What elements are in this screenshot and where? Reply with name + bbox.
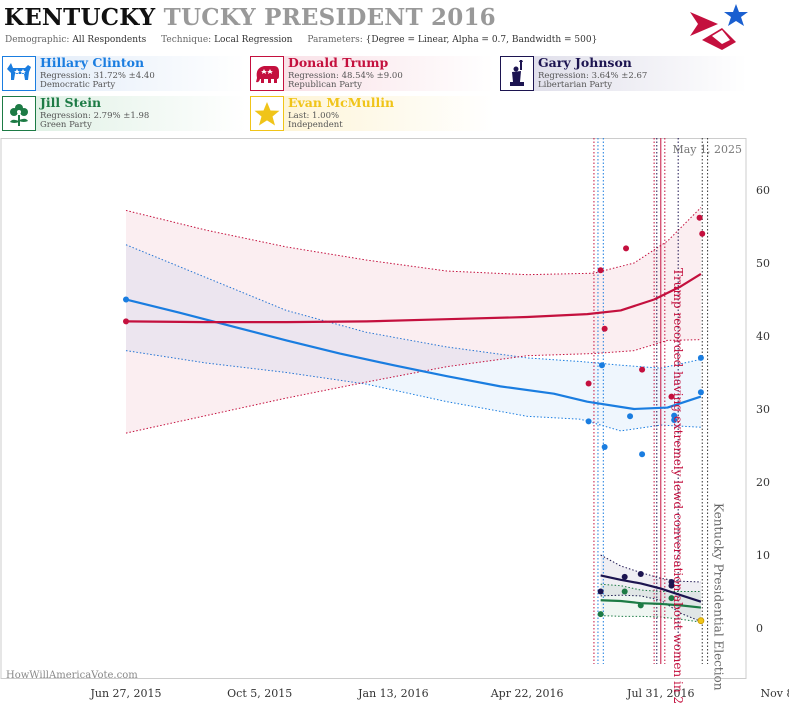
event-annotation: Trump recorded having extremely lewd con… [671,268,685,704]
confidence-upper-line [125,244,702,369]
candidate-name: Evan McMullin [288,95,395,110]
confidence-lower-line [600,594,702,622]
trend-line [600,599,702,609]
poll-point [621,573,628,580]
poll-point [585,380,592,387]
poll-point [598,362,605,369]
demographic-value: All Respondents [72,35,147,45]
site-logo-icon [690,4,748,50]
poll-point [668,393,675,400]
x-tick-label: Jun 27, 2015 [89,687,161,700]
date-note: May 1, 2025 [672,143,742,156]
poll-point [597,611,604,618]
confidence-upper-line [600,583,701,592]
x-tick-label: Jul 31, 2016 [626,687,695,700]
confidence-upper-line [600,554,701,583]
statue-of-liberty-icon [500,56,534,91]
poll-point [671,416,678,423]
candidate-name: Hillary Clinton [40,55,145,70]
poll-point [601,443,608,450]
poll-point [639,451,646,458]
poll-point [597,267,604,274]
trend-line [125,298,702,411]
poll-point [699,230,706,237]
candidate-party: Green Party [40,120,92,130]
poll-point [623,245,630,252]
poll-point [697,389,704,396]
demographic-label: Demographic: [5,35,70,45]
candidate-card-johnson: Gary Johnson Regression: 3.64% ±2.67 Lib… [500,56,747,91]
poll-point [621,588,628,595]
title-rest: TUCKY PRESIDENT 2016 [163,4,496,31]
election-annotation: Kentucky Presidential Election [711,503,725,691]
candidate-party: Republican Party [288,80,362,90]
parameters-label: Parameters: [307,35,363,45]
y-tick-label: 30 [756,403,770,416]
plot-area [0,138,747,679]
poll-point [123,318,129,325]
candidate-card-mcmullin: Evan McMullin Last: 1.00% Independent [250,96,494,131]
candidate-party: Independent [288,120,343,130]
x-tick-label: Oct 5, 2015 [227,687,292,700]
trend-line [600,574,702,603]
candidate-card-clinton: Hillary Clinton Regression: 31.72% ±4.40… [2,56,246,91]
y-tick-label: 10 [756,549,770,562]
poll-point [627,413,634,420]
candidate-card-trump: Donald Trump Regression: 48.54% ±9.00 Re… [250,56,494,91]
star-icon [250,96,284,131]
candidate-party: Libertarian Party [538,80,613,90]
candidate-name: Gary Johnson [538,55,632,70]
technique-label: Technique: [161,35,212,45]
confidence-upper-line [125,207,702,276]
x-tick-label: Nov 8, 2016 [761,687,789,700]
watermark: HowWillAmericaVote.com [6,670,138,681]
poll-point [597,588,604,595]
parameters-bar: Demographic: All Respondents Technique: … [5,35,597,45]
poll-point [639,366,646,373]
poll-point [668,595,675,602]
poll-point [671,412,678,419]
poll-point [696,214,703,221]
confidence-lower-line [125,350,701,432]
confidence-lower-line [600,615,701,623]
poll-point [697,617,705,625]
title-state: KENTUCKY [4,4,156,31]
candidate-regression: Regression: 2.79% ±1.98 [40,110,150,121]
candidate-name: Jill Stein [40,95,102,110]
trend-line [125,273,702,324]
y-tick-label: 20 [756,476,770,489]
candidate-name: Donald Trump [288,55,389,70]
flower-icon [2,96,36,131]
x-tick-label: Jan 13, 2016 [357,687,429,700]
poll-chart: 0 10 20 30 40 50 60 Jun 27, 2015 Oct 5, 2015 Jan … [0,138,789,704]
y-tick-label: 40 [756,330,770,343]
confidence-lower-line [125,339,701,434]
candidate-party: Democratic Party [40,80,116,90]
parameters-value: {Degree = Linear, Alpha = 0.7, Bandwidth… [365,35,598,45]
poll-point [601,325,608,332]
poll-point [637,602,644,609]
y-tick-label: 0 [756,622,763,635]
candidate-regression: Regression: 31.72% ±4.40 [40,70,155,81]
candidate-card-stein: Jill Stein Regression: 2.79% ±1.98 Green… [2,96,246,131]
poll-point [123,296,129,303]
poll-point [668,579,675,586]
technique-value: Local Regression [214,35,293,45]
candidate-regression: Last: 1.00% [288,110,340,121]
poll-point [637,570,644,577]
donkey-icon [2,56,36,91]
confidence-band [126,244,701,431]
page-title: KENTUCKY TUCKY PRESIDENT 2016 [4,4,496,31]
elephant-icon [250,56,284,91]
y-tick-label: 50 [756,257,770,270]
candidate-regression: Regression: 48.54% ±9.00 [288,70,403,81]
candidate-regression: Regression: 3.64% ±2.67 [538,70,648,81]
y-tick-label: 60 [756,184,770,197]
poll-point [585,418,592,425]
x-tick-label: Apr 22, 2016 [490,687,564,700]
poll-point [697,354,704,361]
